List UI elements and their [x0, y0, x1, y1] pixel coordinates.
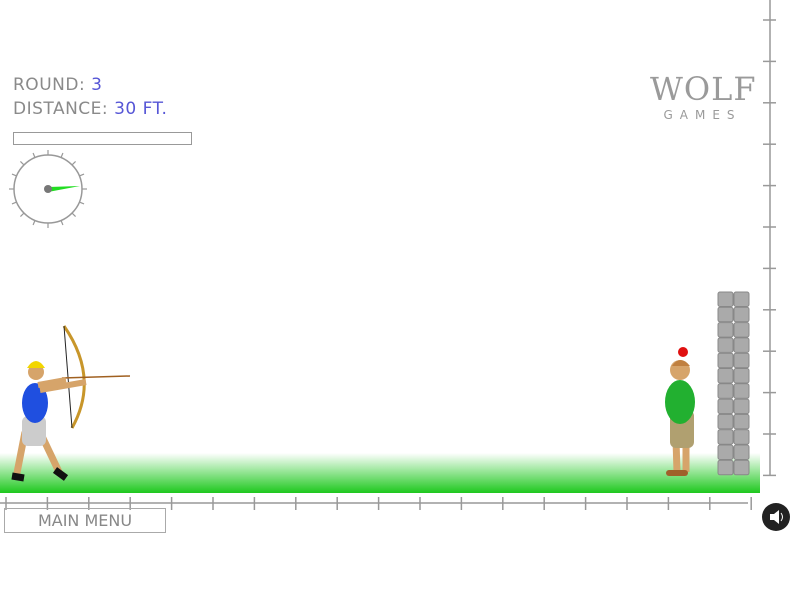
wall-block	[733, 306, 750, 323]
ground	[0, 453, 760, 493]
wall-block	[733, 291, 750, 307]
wall-block	[717, 322, 734, 338]
wall-block	[717, 383, 734, 399]
round-label: ROUND:	[13, 75, 86, 95]
wall-block	[717, 306, 734, 323]
logo-games-text: GAMES	[663, 108, 742, 122]
wall-block	[717, 368, 734, 384]
wall-block	[733, 413, 750, 430]
archer	[11, 325, 131, 482]
distance-indicator: DISTANCE: 30 FT.	[13, 99, 167, 119]
wall-block	[733, 322, 750, 338]
target-man	[665, 347, 695, 476]
wall-block	[717, 291, 734, 307]
wall-block	[733, 383, 750, 399]
wall-block	[717, 413, 734, 430]
stone-wall	[717, 291, 750, 476]
wall-block	[733, 429, 750, 445]
wall-block	[733, 368, 750, 384]
power-bar	[13, 132, 192, 145]
wall-block	[733, 352, 750, 369]
wolf-games-logo: WOLF GAMES	[650, 70, 757, 122]
wall-block	[717, 444, 734, 460]
round-indicator: ROUND: 3	[13, 75, 102, 95]
apple	[678, 347, 688, 357]
logo-wolf-text: WOLF	[650, 70, 757, 108]
wall-block	[717, 337, 734, 353]
wall-block	[717, 398, 734, 415]
distance-label: DISTANCE:	[13, 99, 109, 119]
wind-gauge	[9, 150, 87, 228]
wall-block	[733, 444, 750, 460]
wall-block	[717, 429, 734, 445]
right-ruler	[763, 0, 776, 477]
bottom-ruler	[0, 497, 752, 510]
wind-needle	[48, 186, 80, 192]
wall-block	[733, 398, 750, 415]
round-value: 3	[91, 75, 103, 95]
distance-value: 30 FT.	[114, 99, 168, 119]
wall-block	[733, 459, 750, 476]
main-menu-button[interactable]: MAIN MENU	[4, 508, 166, 533]
wall-block	[717, 352, 734, 369]
speaker-icon[interactable]	[762, 503, 790, 531]
wall-block	[733, 337, 750, 353]
wall-block	[717, 459, 734, 476]
